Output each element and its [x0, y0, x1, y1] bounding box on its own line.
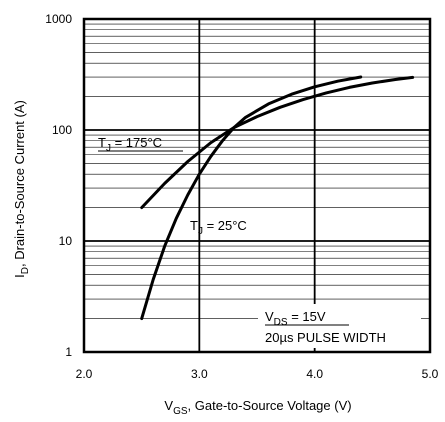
series-lines	[140, 75, 415, 321]
x-axis-label: VGS, Gate-to-Source Voltage (V)	[164, 398, 351, 417]
series-line-175c	[140, 75, 415, 210]
y-tick-label: 10	[59, 234, 73, 248]
annotation-vds: VDS = 15V	[265, 309, 326, 328]
series-label-175c: TJ = 175°C	[98, 135, 162, 154]
annotation-background	[258, 304, 421, 348]
annotation-pulse-width: 20µs PULSE WIDTH	[265, 330, 386, 345]
x-tick-label: 4.0	[306, 367, 323, 381]
x-tick-label: 5.0	[422, 367, 439, 381]
series-line-25c	[140, 75, 363, 321]
tick-labels: 2.0 3.0 4.0 5.0 1 10 100 1000	[45, 12, 438, 381]
y-tick-label: 1	[65, 345, 72, 359]
series-label-25c: TJ = 25°C	[190, 218, 247, 237]
x-tick-label: 3.0	[191, 367, 208, 381]
y-tick-label: 100	[52, 123, 72, 137]
y-tick-label: 1000	[45, 12, 72, 26]
y-axis-label: ID, Drain-to-Source Current (A)	[12, 100, 31, 278]
x-tick-label: 2.0	[76, 367, 93, 381]
plot-frame	[82, 17, 432, 354]
